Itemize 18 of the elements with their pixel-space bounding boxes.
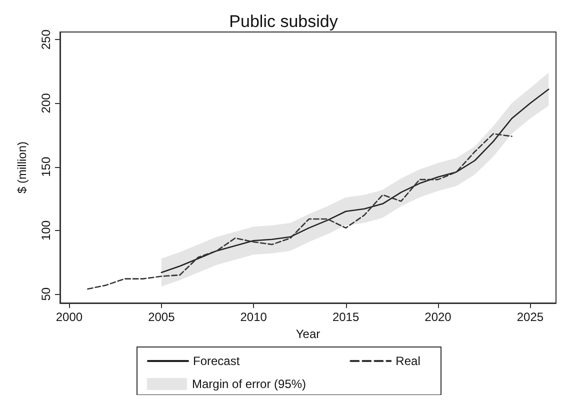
x-tick-label: 2015 xyxy=(332,310,360,324)
text: Margin of error (95%) xyxy=(192,377,306,391)
y-tick-label: 100 xyxy=(39,220,53,240)
x-tick-label: 2000 xyxy=(56,310,83,324)
y-tick-label: 150 xyxy=(39,156,53,177)
x-tick-label: 2025 xyxy=(516,310,544,324)
x-tick-label: 2005 xyxy=(148,310,176,324)
y-tick-label: 50 xyxy=(39,287,53,301)
chart-title: Public subsidy xyxy=(229,12,338,31)
x-tick-label: 2020 xyxy=(424,310,452,324)
legend-label: Forecast xyxy=(193,354,240,368)
y-tick-label: 250 xyxy=(39,29,53,50)
line-series xyxy=(87,133,512,290)
y-axis-title: $ (million) xyxy=(15,141,29,194)
y-tick-label: 200 xyxy=(39,92,53,114)
x-axis-title: Year xyxy=(296,326,320,341)
legend-label: Real xyxy=(396,354,420,368)
x-tick-label: 2010 xyxy=(240,310,268,324)
